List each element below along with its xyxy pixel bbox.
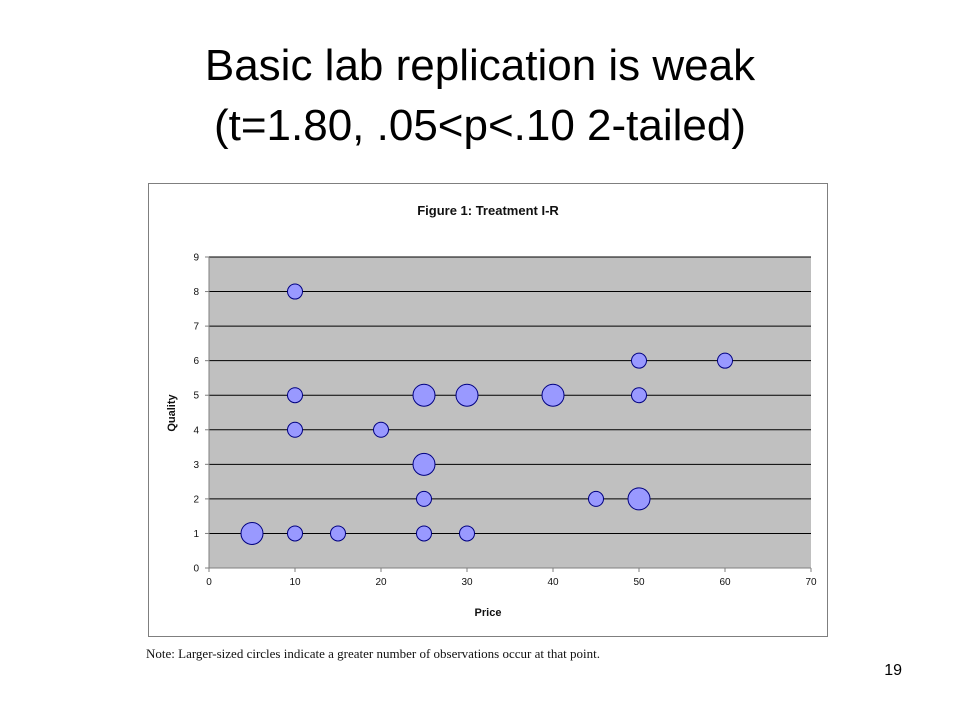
plot-area — [209, 257, 811, 568]
x-tick-label-30: 30 — [461, 577, 473, 588]
x-tick-label-10: 10 — [289, 577, 301, 588]
x-tick-label-60: 60 — [719, 577, 731, 588]
y-tick-label-6: 6 — [193, 356, 199, 367]
scatter-chart: Figure 1: Treatment I-R Price Quality 0 1… — [166, 203, 817, 619]
slide-title-line-1: Basic lab replication is weak — [204, 41, 756, 90]
data-point-16 — [631, 387, 647, 404]
x-tick-label-0: 0 — [206, 577, 212, 588]
y-tick-label-9: 9 — [193, 253, 199, 264]
y-tick-label-5: 5 — [193, 391, 199, 402]
data-point-15 — [541, 383, 565, 407]
data-point-13 — [412, 383, 436, 407]
data-point-11 — [373, 421, 389, 438]
slide-title-line-2: (t=1.80, .05<p<.10 2-tailed) — [213, 101, 747, 150]
data-point-2 — [287, 525, 303, 542]
data-point-14 — [455, 383, 479, 407]
plot-layer: 0 1 2 3 4 5 6 7 8 9 0 10 20 30 40 50 60 70 — [193, 253, 817, 589]
data-point-1 — [240, 521, 264, 545]
data-point-4 — [416, 525, 432, 542]
data-point-19 — [287, 283, 303, 300]
y-tick-label-4: 4 — [193, 425, 199, 436]
data-point-6 — [416, 490, 432, 507]
data-point-7 — [588, 490, 604, 507]
data-point-10 — [287, 421, 303, 438]
y-tick-label-0: 0 — [193, 564, 199, 575]
data-point-3 — [330, 525, 346, 542]
data-point-12 — [287, 387, 303, 404]
x-tick-label-50: 50 — [633, 577, 645, 588]
chart-title: Figure 1: Treatment I-R — [417, 203, 559, 218]
data-point-18 — [717, 352, 733, 369]
y-tick-label-2: 2 — [193, 494, 199, 505]
y-tick-label-8: 8 — [193, 287, 199, 298]
x-axis-label: Price — [475, 607, 502, 619]
slide-title: Basic lab replication is weak (t=1.80, .… — [0, 36, 960, 156]
x-tick-label-70: 70 — [805, 577, 817, 588]
data-point-17 — [631, 352, 647, 369]
data-point-8 — [627, 487, 651, 511]
x-tick-label-20: 20 — [375, 577, 387, 588]
y-tick-label-3: 3 — [193, 460, 199, 471]
data-point-9 — [412, 452, 436, 476]
chart-note: Note: Larger-sized circles indicate a gr… — [146, 646, 600, 661]
page-number: 19 — [884, 662, 902, 679]
y-tick-label-7: 7 — [193, 322, 199, 333]
y-axis-label: Quality — [166, 393, 178, 431]
x-tick-label-40: 40 — [547, 577, 559, 588]
y-tick-label-1: 1 — [193, 529, 199, 540]
chart-frame: Figure 1: Treatment I-R Price Quality 0 1… — [148, 183, 828, 637]
data-point-5 — [459, 525, 475, 542]
